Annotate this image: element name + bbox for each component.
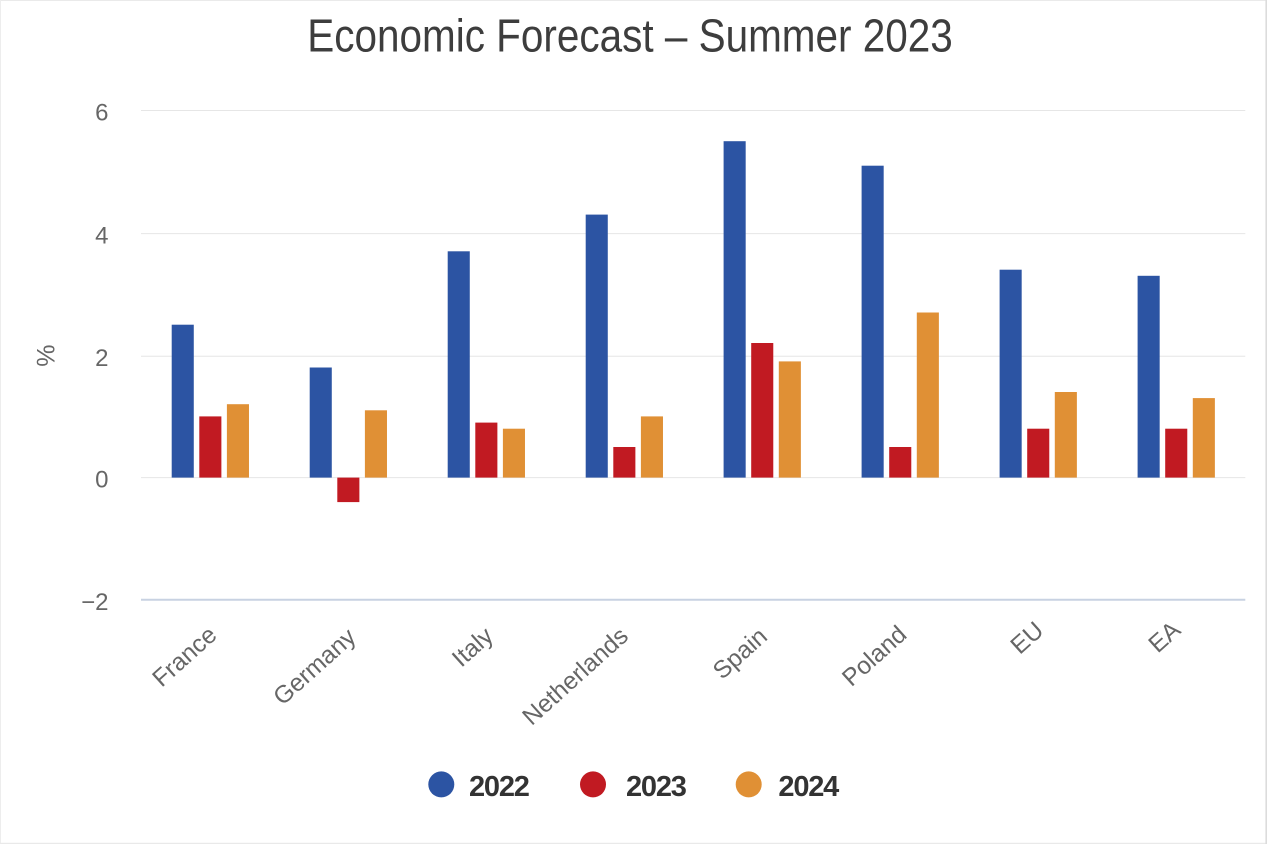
svg-text:2023: 2023: [626, 771, 687, 803]
svg-text:0: 0: [95, 467, 108, 494]
svg-text:2024: 2024: [778, 771, 839, 803]
svg-text:6: 6: [95, 100, 108, 127]
svg-text:Economic Forecast – Summer 202: Economic Forecast – Summer 2023: [307, 11, 952, 62]
svg-text:2022: 2022: [469, 771, 529, 803]
svg-text:2: 2: [95, 345, 108, 372]
svg-text:%: %: [33, 344, 61, 366]
svg-text:−2: −2: [81, 589, 108, 616]
svg-text:4: 4: [95, 223, 108, 250]
